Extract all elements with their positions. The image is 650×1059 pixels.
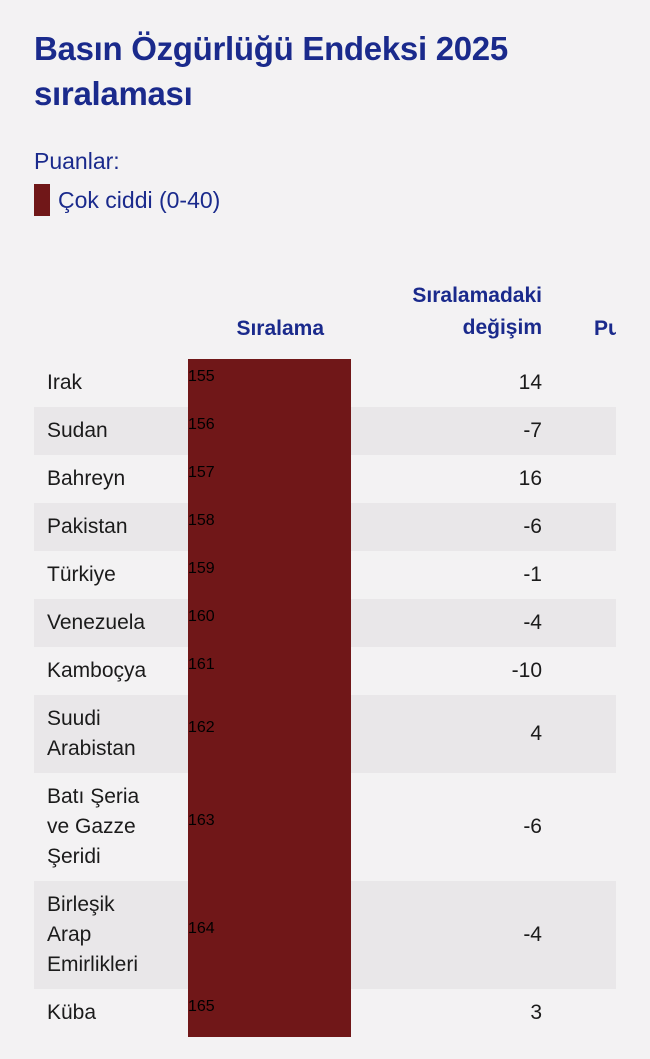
legend-heading: Puanlar: bbox=[34, 148, 120, 174]
column-header-rank-change-line1: Sıralamadaki bbox=[412, 284, 542, 307]
country-name: Kamboçya bbox=[47, 659, 147, 682]
legend-item-very-serious: Çok ciddi (0-40) bbox=[34, 184, 220, 216]
table-row: Türkiye -1 bbox=[34, 551, 616, 599]
column-header-rank: Sıralama bbox=[236, 317, 324, 340]
column-header-rank-change: Sıralamadaki değişim bbox=[356, 280, 542, 344]
country-name: Küba bbox=[47, 1001, 97, 1024]
rank-change-value: 4 bbox=[530, 722, 542, 745]
rank-value: 161 bbox=[188, 656, 215, 673]
chart-title: Basın Özgürlüğü Endeksi 2025 sıralaması bbox=[34, 30, 508, 112]
rank-change-value: 16 bbox=[518, 467, 542, 490]
country-name: Suudi Arabistan bbox=[47, 707, 136, 760]
rank-value: 156 bbox=[188, 416, 215, 433]
table-row: Kamboçya -10 bbox=[34, 647, 616, 695]
table-row: Bahreyn 16 bbox=[34, 455, 616, 503]
rank-change-value: -4 bbox=[523, 923, 542, 946]
rank-change-value: -6 bbox=[523, 815, 542, 838]
rank-change-value: -7 bbox=[523, 419, 542, 442]
rank-value: 159 bbox=[188, 560, 215, 577]
country-name: Pakistan bbox=[47, 515, 128, 538]
legend-label: Çok ciddi (0-40) bbox=[58, 186, 221, 213]
legend-swatch bbox=[34, 184, 50, 216]
country-name: Sudan bbox=[47, 419, 108, 442]
country-name: Türkiye bbox=[47, 563, 116, 586]
rank-value: 160 bbox=[188, 608, 215, 625]
rank-change-value: -10 bbox=[511, 659, 542, 682]
country-name: Bahreyn bbox=[47, 467, 126, 490]
rank-change-value: 14 bbox=[518, 371, 542, 394]
table-viewport: Pu Irak 14 Sudan -7 Bahreyn 16 Pakistan -6 Türki… bbox=[34, 317, 616, 1037]
table-row: Batı Şeria ve Gazze Şeridi -6 bbox=[34, 773, 616, 881]
rank-value: 163 bbox=[188, 812, 215, 829]
rank-value: 162 bbox=[188, 719, 215, 736]
table-row: Küba 3 bbox=[34, 989, 616, 1037]
rank-value: 158 bbox=[188, 512, 215, 529]
country-name: Venezuela bbox=[47, 611, 146, 634]
rank-value: 164 bbox=[188, 920, 215, 937]
rank-value: 157 bbox=[188, 464, 215, 481]
rank-column-band bbox=[188, 359, 351, 1037]
rank-change-value: -4 bbox=[523, 611, 542, 634]
rank-value: 155 bbox=[188, 368, 215, 385]
country-name: Irak bbox=[47, 371, 83, 394]
column-header-rank-change-line2: değişim bbox=[462, 316, 542, 339]
country-name: Birleşik Arap Emirlikleri bbox=[47, 893, 138, 976]
column-header-score: Pu bbox=[594, 317, 616, 340]
rank-change-value: -6 bbox=[523, 515, 542, 538]
country-name: Batı Şeria ve Gazze Şeridi bbox=[47, 785, 140, 868]
rank-value: 165 bbox=[188, 998, 215, 1015]
rank-change-value: -1 bbox=[523, 563, 542, 586]
rank-change-value: 3 bbox=[530, 1001, 542, 1024]
table-row: Irak 14 bbox=[34, 359, 616, 407]
